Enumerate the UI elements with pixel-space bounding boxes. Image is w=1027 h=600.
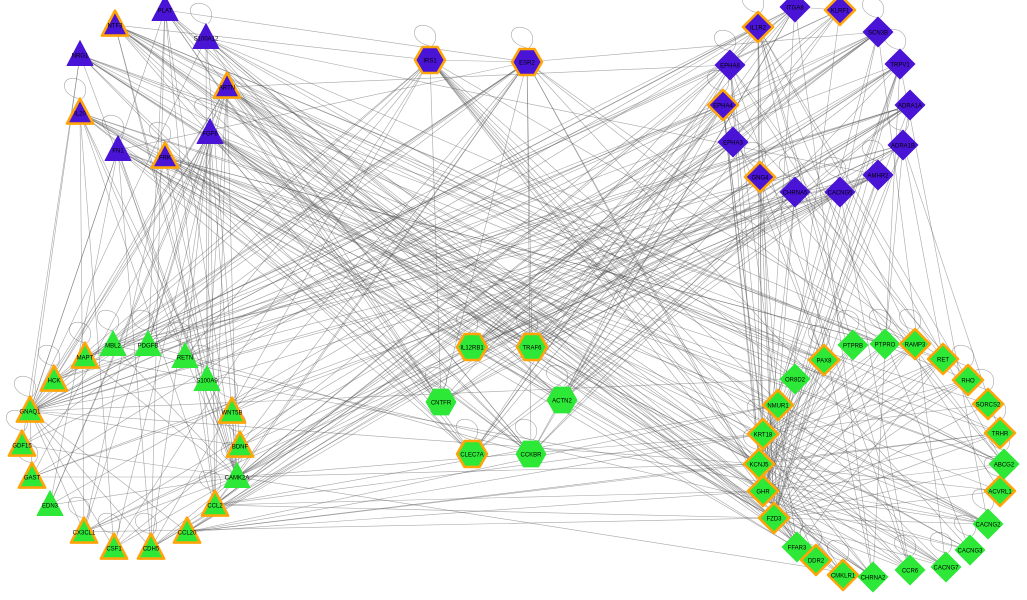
svg-text:KRT18: KRT18 [754, 432, 773, 438]
svg-text:ITGA8: ITGA8 [786, 5, 804, 11]
svg-text:IL1R2: IL1R2 [750, 25, 767, 31]
svg-text:FZD3: FZD3 [767, 516, 783, 522]
svg-text:TRAF6: TRAF6 [522, 345, 542, 351]
svg-text:ACTN2: ACTN2 [552, 398, 572, 404]
svg-text:RAMP3: RAMP3 [905, 342, 926, 348]
svg-text:CCR6: CCR6 [902, 568, 919, 574]
svg-text:CACNG3: CACNG3 [957, 548, 983, 554]
svg-text:NMUR1: NMUR1 [767, 403, 789, 409]
svg-text:TRPV1: TRPV1 [890, 62, 910, 68]
svg-text:PTPRB: PTPRB [843, 343, 863, 349]
svg-text:ABCG2: ABCG2 [994, 462, 1015, 468]
svg-text:CNTFR: CNTFR [431, 400, 452, 406]
svg-text:FN1: FN1 [112, 148, 124, 154]
svg-text:MAPT: MAPT [77, 355, 94, 361]
svg-text:CX3CL1: CX3CL1 [73, 530, 96, 536]
svg-text:CSF1: CSF1 [106, 546, 122, 552]
svg-text:CACNG2: CACNG2 [975, 522, 1001, 528]
svg-text:IL20: IL20 [74, 111, 86, 117]
svg-text:CHRNA2: CHRNA2 [861, 575, 886, 581]
svg-text:CCL20: CCL20 [178, 530, 197, 536]
svg-text:GDF15: GDF15 [12, 443, 32, 449]
svg-text:RETN: RETN [177, 355, 193, 361]
svg-text:DDR2: DDR2 [808, 558, 825, 564]
svg-text:CMKLR1: CMKLR1 [831, 573, 856, 579]
svg-text:GNAQ1: GNAQ1 [19, 409, 41, 415]
svg-text:SORCS2: SORCS2 [976, 402, 1001, 408]
svg-text:S100A12: S100A12 [194, 36, 219, 42]
svg-text:RHO: RHO [961, 378, 975, 384]
svg-text:ADRA1B: ADRA1B [891, 143, 915, 149]
svg-text:WNT5B: WNT5B [222, 410, 243, 416]
svg-text:S100A9: S100A9 [196, 378, 218, 384]
svg-text:CLEC7A: CLEC7A [460, 452, 483, 458]
svg-text:EPHA4: EPHA4 [713, 103, 733, 109]
svg-text:ARTN: ARTN [219, 85, 235, 91]
svg-text:SCN3B: SCN3B [868, 30, 888, 36]
svg-text:ACVRL1: ACVRL1 [988, 489, 1012, 495]
svg-text:PDGFB: PDGFB [138, 343, 159, 349]
svg-text:GNG4: GNG4 [751, 175, 769, 181]
svg-text:OR8D2: OR8D2 [785, 377, 806, 383]
svg-text:MBL2: MBL2 [105, 343, 121, 349]
svg-text:PTPRO: PTPRO [875, 342, 896, 348]
svg-text:EDN3: EDN3 [42, 503, 59, 509]
svg-text:IL12RB1: IL12RB1 [460, 345, 484, 351]
svg-text:FFAR3: FFAR3 [788, 545, 807, 551]
svg-text:IRS1: IRS1 [423, 58, 437, 64]
svg-text:FRK: FRK [159, 155, 171, 161]
svg-text:PAX8: PAX8 [817, 358, 833, 364]
svg-text:CHRNA5: CHRNA5 [783, 190, 808, 196]
svg-text:CACNG7: CACNG7 [933, 565, 959, 571]
svg-text:FGF6: FGF6 [202, 131, 218, 137]
svg-text:NTF3: NTF3 [108, 23, 124, 29]
svg-text:GAST: GAST [24, 475, 41, 481]
svg-text:KCNJ5: KCNJ5 [749, 462, 769, 468]
svg-text:PLAT: PLAT [158, 8, 173, 14]
svg-text:CCL2: CCL2 [207, 503, 223, 509]
svg-text:NRG1: NRG1 [72, 53, 89, 59]
svg-text:EPHA3: EPHA3 [723, 140, 743, 146]
svg-text:CCKBR: CCKBR [520, 452, 542, 458]
svg-text:KLRF1: KLRF1 [831, 8, 850, 14]
svg-text:ESR2: ESR2 [519, 60, 535, 66]
svg-text:TRHR: TRHR [992, 431, 1009, 437]
svg-text:CDH5: CDH5 [143, 546, 160, 552]
svg-text:CACNG5: CACNG5 [827, 190, 853, 196]
svg-text:CAMK2A: CAMK2A [225, 475, 250, 481]
svg-text:ADRA1A: ADRA1A [898, 103, 922, 109]
svg-text:BDNF: BDNF [232, 444, 249, 450]
svg-text:HCK: HCK [48, 378, 61, 384]
svg-text:AMHR2: AMHR2 [867, 173, 889, 179]
svg-text:GHR: GHR [756, 489, 770, 495]
svg-text:EPHA8: EPHA8 [720, 63, 740, 69]
svg-text:RET: RET [937, 357, 949, 363]
